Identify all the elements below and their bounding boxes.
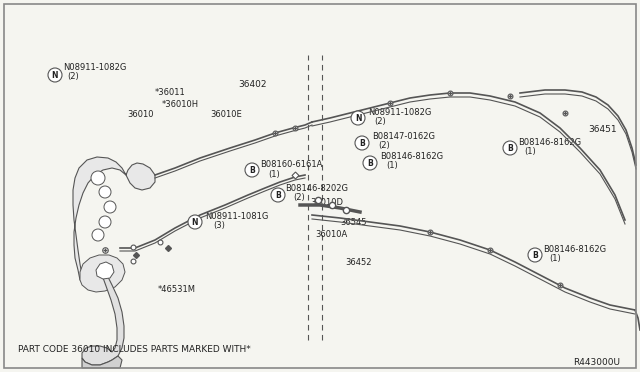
Polygon shape bbox=[82, 356, 122, 368]
Circle shape bbox=[188, 215, 202, 229]
Circle shape bbox=[528, 248, 542, 262]
Text: 36402: 36402 bbox=[238, 80, 266, 89]
Text: B08160-6161A: B08160-6161A bbox=[260, 160, 323, 169]
Polygon shape bbox=[82, 268, 124, 365]
Text: B: B bbox=[249, 166, 255, 174]
Text: (1): (1) bbox=[386, 161, 397, 170]
Circle shape bbox=[104, 201, 116, 213]
Circle shape bbox=[99, 216, 111, 228]
Circle shape bbox=[99, 186, 111, 198]
Circle shape bbox=[245, 163, 259, 177]
Text: B08146-8162G: B08146-8162G bbox=[380, 152, 443, 161]
Text: (1): (1) bbox=[524, 147, 536, 156]
Text: 36010E: 36010E bbox=[210, 110, 242, 119]
Text: (2): (2) bbox=[293, 193, 305, 202]
Text: 36010D: 36010D bbox=[310, 198, 343, 207]
Text: B08146-8202G: B08146-8202G bbox=[285, 184, 348, 193]
Text: B: B bbox=[359, 138, 365, 148]
Text: B08146-8162G: B08146-8162G bbox=[543, 245, 606, 254]
Text: B: B bbox=[532, 250, 538, 260]
Circle shape bbox=[503, 141, 517, 155]
Polygon shape bbox=[80, 255, 125, 292]
Text: *46531M: *46531M bbox=[158, 285, 196, 294]
Circle shape bbox=[355, 136, 369, 150]
Text: B08146-8162G: B08146-8162G bbox=[518, 138, 581, 147]
Text: *36010H: *36010H bbox=[162, 100, 199, 109]
Circle shape bbox=[91, 171, 105, 185]
Text: (2): (2) bbox=[374, 117, 386, 126]
Text: B08147-0162G: B08147-0162G bbox=[372, 132, 435, 141]
Text: B: B bbox=[367, 158, 373, 167]
Text: (2): (2) bbox=[378, 141, 390, 150]
Circle shape bbox=[363, 156, 377, 170]
Text: N: N bbox=[52, 71, 58, 80]
Text: B: B bbox=[275, 190, 281, 199]
Text: N08911-1081G: N08911-1081G bbox=[205, 212, 268, 221]
Text: N08911-1082G: N08911-1082G bbox=[368, 108, 431, 117]
Text: (3): (3) bbox=[213, 221, 225, 230]
Text: (1): (1) bbox=[549, 254, 561, 263]
Text: (2): (2) bbox=[67, 72, 79, 81]
Text: B: B bbox=[507, 144, 513, 153]
Polygon shape bbox=[96, 262, 114, 279]
Text: N: N bbox=[192, 218, 198, 227]
Text: 36010A: 36010A bbox=[315, 230, 348, 239]
Circle shape bbox=[48, 68, 62, 82]
Text: N: N bbox=[355, 113, 361, 122]
Text: 36545: 36545 bbox=[340, 218, 367, 227]
Circle shape bbox=[271, 188, 285, 202]
Text: N08911-1082G: N08911-1082G bbox=[63, 63, 126, 72]
Text: 36451: 36451 bbox=[588, 125, 616, 134]
Text: (1): (1) bbox=[268, 170, 280, 179]
Text: *36011: *36011 bbox=[155, 88, 186, 97]
Text: 36452: 36452 bbox=[345, 258, 371, 267]
Text: R443000U: R443000U bbox=[573, 358, 620, 367]
Circle shape bbox=[92, 229, 104, 241]
Polygon shape bbox=[73, 157, 155, 280]
Circle shape bbox=[351, 111, 365, 125]
Text: PART CODE 36010 INCLUDES PARTS MARKED WITH*: PART CODE 36010 INCLUDES PARTS MARKED WI… bbox=[18, 345, 251, 354]
Text: 36010: 36010 bbox=[127, 110, 154, 119]
